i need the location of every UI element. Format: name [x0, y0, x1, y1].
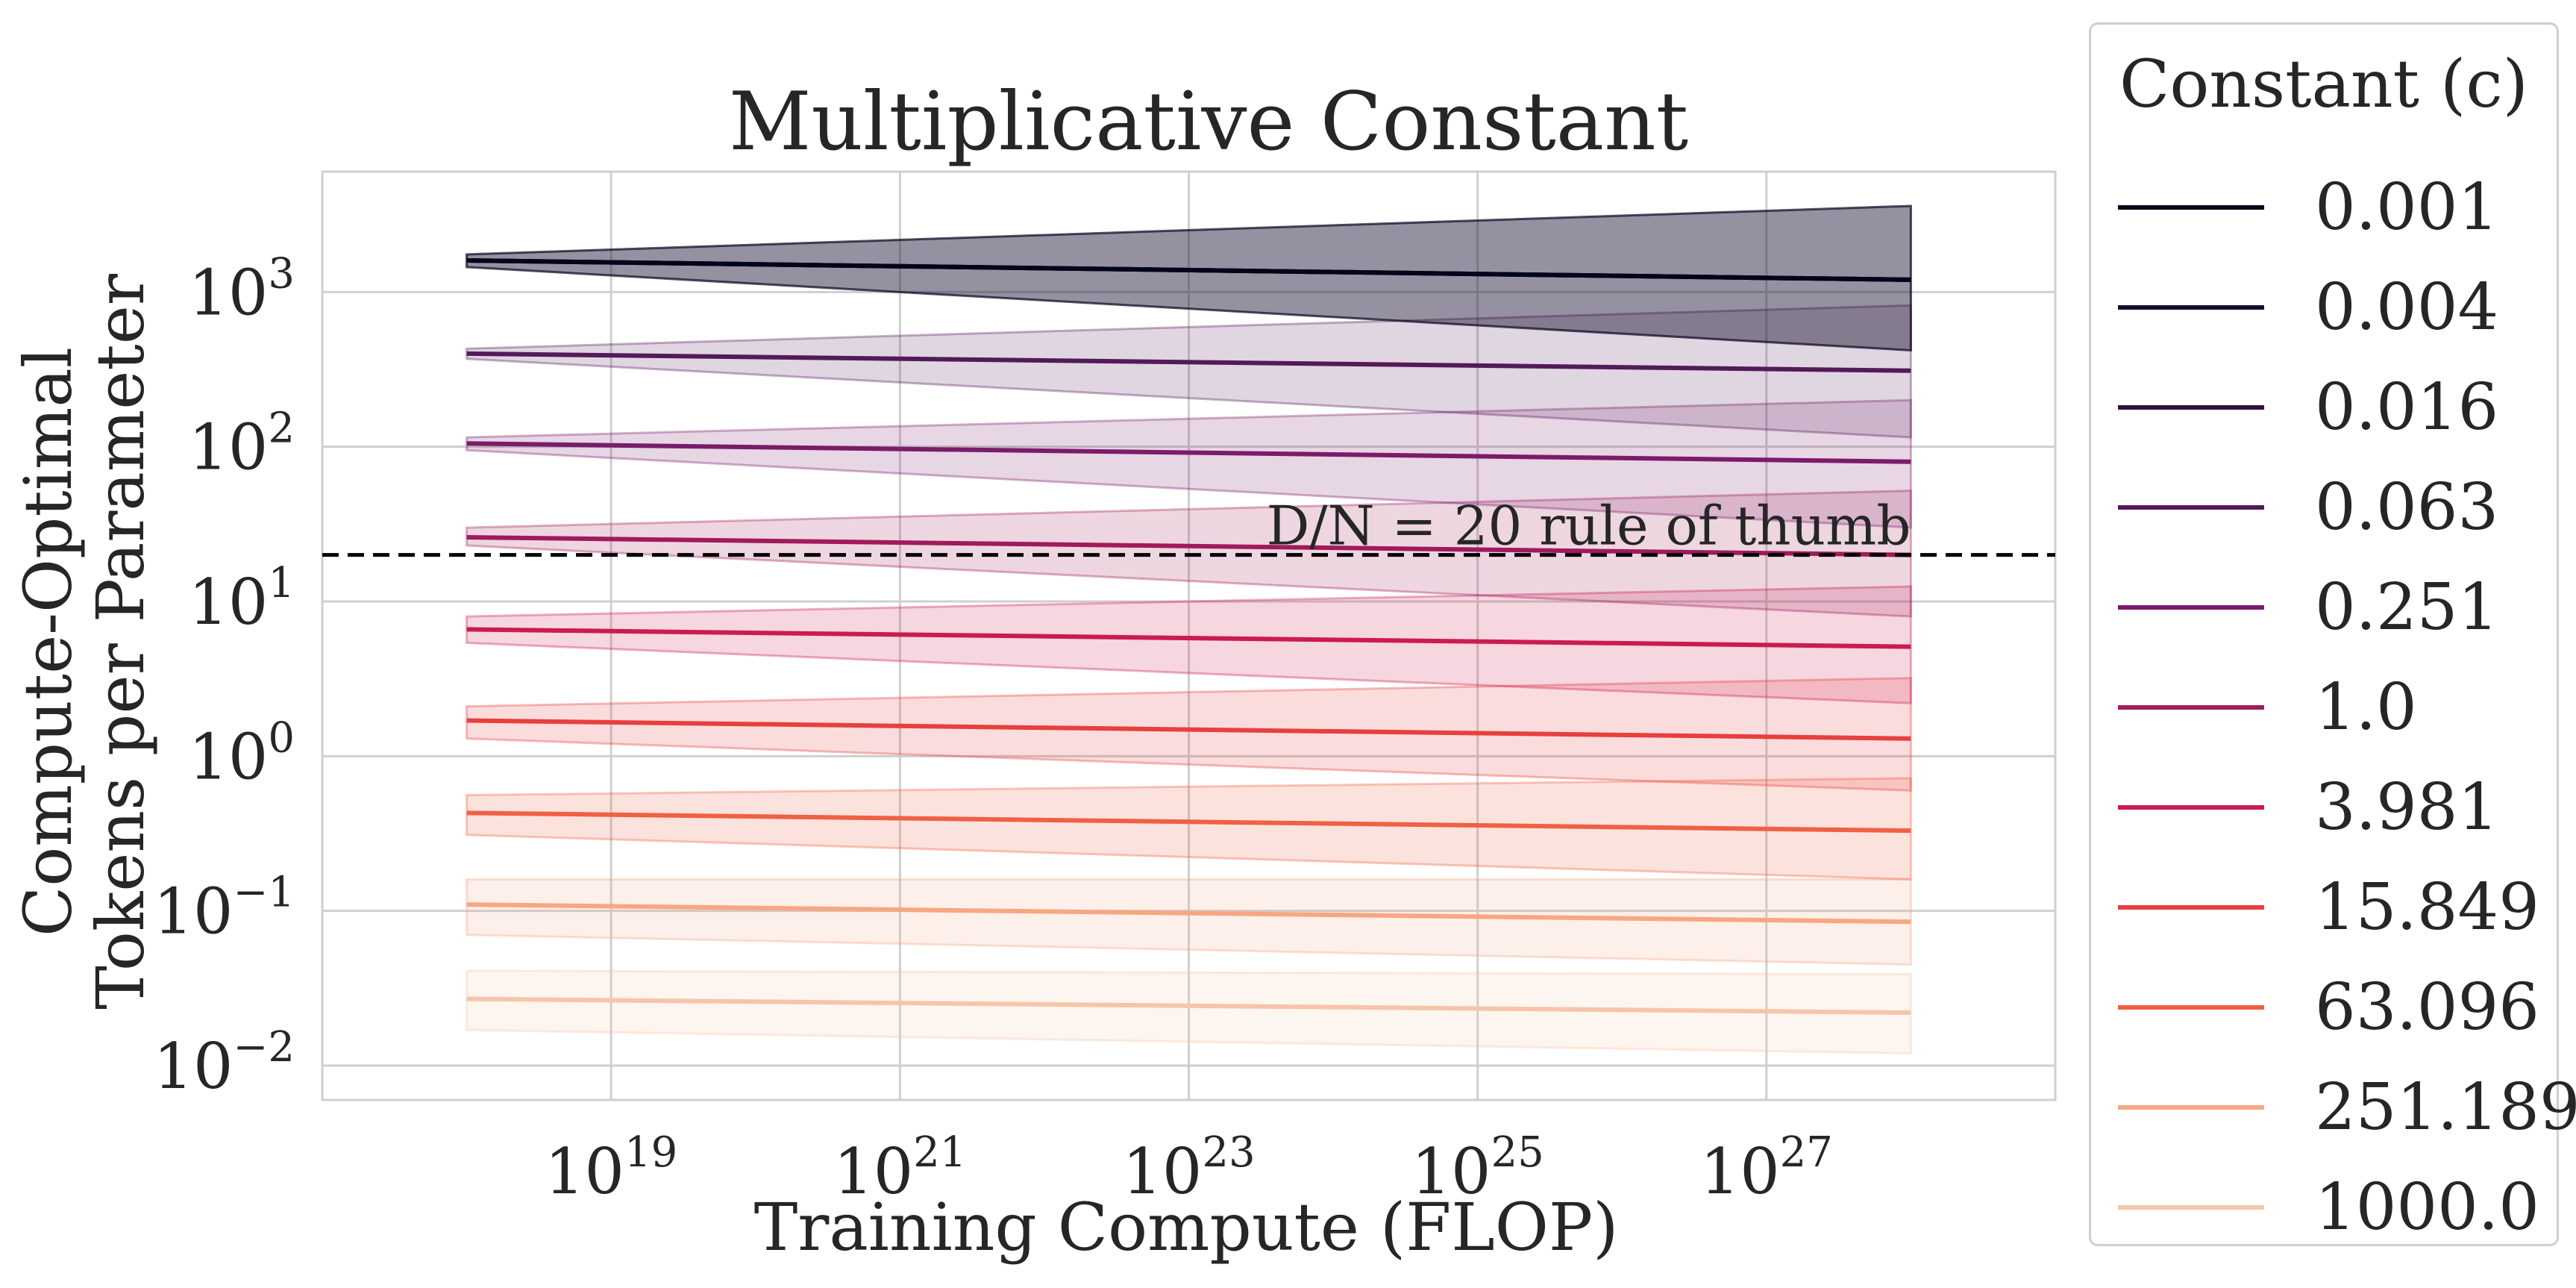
series-lines	[466, 258, 1911, 1016]
confidence-band	[466, 204, 1912, 352]
x-ticks: 1019 1021 1023 1025 1027	[545, 1128, 1833, 1208]
series-line	[466, 627, 1911, 649]
legend-item: 0.063	[2091, 466, 2557, 548]
legend-swatch	[2118, 205, 2264, 210]
legend-item: 0.016	[2091, 366, 2557, 448]
legend-label: 1.0	[2315, 670, 2417, 745]
confidence-band	[466, 204, 1912, 352]
legend-item: 0.251	[2091, 566, 2557, 648]
legend-swatch	[2118, 605, 2264, 610]
legend-swatch	[2118, 505, 2264, 510]
legend-swatch	[2118, 1005, 2264, 1010]
legend-label: 1000.0	[2315, 1170, 2539, 1245]
y-ticks: 10−2 10−1 100 101 102 103	[154, 249, 295, 1103]
series-line	[466, 258, 1911, 282]
legend-label: 251.189	[2315, 1070, 2576, 1145]
legend-swatch	[2118, 705, 2264, 710]
confidence-band	[466, 878, 1912, 966]
legend-item: 1.0	[2091, 666, 2557, 748]
confidence-band	[466, 204, 1912, 352]
x-tick-label: 1019	[545, 1128, 677, 1208]
reference-layer: D/N = 20 rule of thumb	[322, 495, 2055, 557]
confidence-bands	[466, 204, 1912, 1055]
y-axis-label-line2: Tokens per Parameter	[82, 273, 159, 1010]
legend-swatch	[2118, 805, 2264, 810]
confidence-band	[466, 677, 1912, 792]
reference-line-label: D/N = 20 rule of thumb	[1267, 495, 1911, 557]
legend-swatch	[2118, 905, 2264, 910]
plot-area: D/N = 20 rule of thumb	[321, 170, 2057, 1101]
y-tick-label: 10−1	[154, 869, 295, 948]
y-tick-label: 100	[188, 713, 295, 793]
series-line	[466, 534, 1911, 557]
x-tick-label: 1027	[1700, 1128, 1833, 1208]
legend-item: 15.849	[2091, 866, 2557, 948]
confidence-band	[466, 585, 1912, 704]
legend-item: 63.096	[2091, 966, 2557, 1048]
y-tick-label: 102	[188, 404, 295, 484]
series-line	[466, 351, 1911, 373]
legend-swatch	[2118, 1205, 2264, 1210]
legend-item: 3.981	[2091, 766, 2557, 848]
legend-label: 0.001	[2315, 170, 2499, 245]
legend-item: 1000.0	[2091, 1166, 2557, 1248]
legend-label: 63.096	[2315, 970, 2539, 1045]
legend-item: 0.004	[2091, 266, 2557, 348]
y-tick-label: 103	[188, 249, 295, 329]
series-line	[466, 810, 1911, 834]
legend-swatch	[2118, 305, 2264, 310]
confidence-band	[466, 969, 1912, 1055]
legend-label: 0.016	[2315, 370, 2499, 445]
y-tick-label: 10−2	[154, 1023, 295, 1103]
x-tick-label: 1021	[833, 1128, 966, 1208]
legend-title-text: Constant (c)	[2119, 46, 2528, 122]
series-line	[466, 902, 1911, 925]
y-tick-label: 101	[188, 559, 295, 639]
confidence-band	[466, 777, 1912, 881]
confidence-band	[466, 398, 1912, 529]
legend-label: 15.849	[2315, 870, 2539, 945]
legend-label: 0.251	[2315, 570, 2499, 645]
legend-item: 251.189	[2091, 1066, 2576, 1148]
legend-swatch	[2118, 1105, 2264, 1110]
y-axis-label-line1: Compute-Optimal	[10, 347, 87, 937]
series-line	[466, 441, 1911, 464]
series-line	[466, 718, 1911, 741]
legend-item: 0.001	[2091, 166, 2557, 248]
legend: Constant (c) 0.001 0.004 0.016 0.063 0.251 1.…	[2089, 22, 2576, 1248]
chart-title: Multiplicative Constant	[729, 75, 1688, 169]
legend-title: Constant (c)	[2091, 46, 2557, 122]
legend-label: 0.004	[2315, 270, 2499, 345]
legend-label: 3.981	[2315, 770, 2499, 845]
series-line	[466, 996, 1911, 1016]
x-axis-label: Training Compute (FLOP)	[754, 1189, 1619, 1266]
x-tick-label: 1023	[1122, 1128, 1255, 1208]
legend-label: 0.063	[2315, 470, 2499, 545]
x-tick-label: 1025	[1411, 1128, 1544, 1208]
legend-swatch	[2118, 405, 2264, 410]
